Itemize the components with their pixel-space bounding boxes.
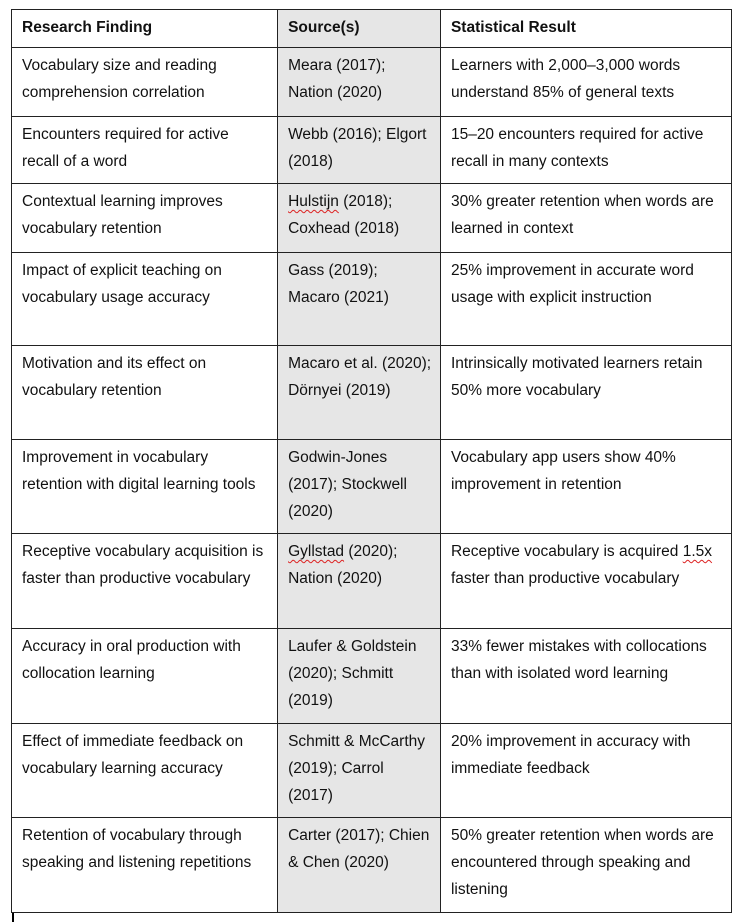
header-statistical-result: Statistical Result	[439, 9, 733, 48]
finding-text: Contextual learning improves vocabulary …	[22, 193, 223, 237]
finding-text: Encounters required for active recall of…	[22, 126, 229, 170]
result-text: Learners with 2,000–3,000 words understa…	[450, 57, 681, 101]
result-cell: Learners with 2,000–3,000 words understa…	[439, 47, 733, 117]
finding-text: Improvement in vocabulary retention with…	[22, 449, 256, 493]
table-row: Effect of immediate feedback on vocabula…	[10, 723, 733, 818]
result-text: Intrinsically motivated learners retain …	[450, 355, 703, 399]
result-text: 33% fewer mistakes with collocations tha…	[450, 638, 707, 682]
result-text: Receptive vocabulary is acquired	[450, 543, 683, 560]
finding-text: Receptive vocabulary acquisition is fast…	[22, 543, 264, 587]
source-text: Meara (2017); Nation (2020)	[288, 57, 386, 101]
source-text: Carter (2017); Chien & Chen (2020)	[288, 827, 430, 871]
finding-text: Motivation and its effect on vocabulary …	[22, 355, 207, 399]
finding-cell: Improvement in vocabulary retention with…	[10, 439, 279, 534]
spellcheck-flagged-word: Hulstijn	[288, 193, 339, 210]
result-cell: 20% improvement in accuracy with immedia…	[439, 723, 733, 818]
result-cell: 33% fewer mistakes with collocations tha…	[439, 628, 733, 724]
table-row: Encounters required for active recall of…	[10, 116, 733, 184]
table-row: Retention of vocabulary through speaking…	[10, 817, 733, 913]
source-cell: Godwin-Jones (2017); Stockwell (2020)	[277, 439, 441, 534]
header-sources: Source(s)	[277, 9, 441, 48]
finding-text: Vocabulary size and reading comprehensio…	[22, 57, 217, 101]
source-text: (2020); Nation (2020)	[288, 543, 398, 587]
result-text: 30% greater retention when words are lea…	[450, 193, 714, 237]
spellcheck-flagged-word: 1.5x	[682, 543, 713, 560]
result-cell: Vocabulary app users show 40% improvemen…	[439, 439, 733, 534]
finding-cell: Accuracy in oral production with colloca…	[10, 628, 279, 724]
header-research-finding: Research Finding	[10, 9, 279, 48]
source-cell: Gass (2019); Macaro (2021)	[277, 252, 441, 346]
source-cell: Schmitt & McCarthy (2019); Carrol (2017)	[277, 723, 441, 818]
result-text: 50% greater retention when words are enc…	[450, 827, 714, 898]
text-cursor	[12, 913, 14, 922]
header-row: Research Finding Source(s) Statistical R…	[10, 9, 733, 48]
result-text: 15–20 encounters required for active rec…	[450, 126, 704, 170]
source-cell: Laufer & Goldstein (2020); Schmitt (2019…	[277, 628, 441, 724]
finding-cell: Motivation and its effect on vocabulary …	[10, 345, 279, 440]
source-text: Macaro et al. (2020); Dörnyei (2019)	[288, 355, 432, 399]
source-text: (2018); Coxhead (2018)	[288, 193, 400, 237]
source-cell: Webb (2016); Elgort (2018)	[277, 116, 441, 184]
table-row: Vocabulary size and reading comprehensio…	[10, 47, 733, 117]
finding-cell: Effect of immediate feedback on vocabula…	[10, 723, 279, 818]
finding-cell: Retention of vocabulary through speaking…	[10, 817, 279, 913]
source-cell: Macaro et al. (2020); Dörnyei (2019)	[277, 345, 441, 440]
finding-text: Effect of immediate feedback on vocabula…	[22, 733, 244, 777]
result-text: 25% improvement in accurate word usage w…	[450, 262, 694, 306]
table-row: Motivation and its effect on vocabulary …	[10, 345, 733, 440]
result-text: Vocabulary app users show 40% improvemen…	[450, 449, 676, 493]
table-row: Receptive vocabulary acquisition is fast…	[10, 533, 733, 629]
result-cell: Receptive vocabulary is acquired 1.5x fa…	[439, 533, 733, 629]
source-cell: Gyllstad (2020); Nation (2020)	[277, 533, 441, 629]
table-row: Impact of explicit teaching on vocabular…	[10, 252, 733, 346]
finding-cell: Contextual learning improves vocabulary …	[10, 183, 279, 253]
source-text: Webb (2016); Elgort (2018)	[288, 126, 427, 170]
finding-cell: Encounters required for active recall of…	[10, 116, 279, 184]
result-cell: 30% greater retention when words are lea…	[439, 183, 733, 253]
table-row: Accuracy in oral production with colloca…	[10, 628, 733, 724]
result-cell: 25% improvement in accurate word usage w…	[439, 252, 733, 346]
research-table: Research Finding Source(s) Statistical R…	[10, 9, 733, 913]
source-text: Gass (2019); Macaro (2021)	[288, 262, 389, 306]
result-text: faster than productive vocabulary	[450, 570, 680, 587]
result-cell: 50% greater retention when words are enc…	[439, 817, 733, 913]
result-text: 20% improvement in accuracy with immedia…	[450, 733, 691, 777]
result-cell: Intrinsically motivated learners retain …	[439, 345, 733, 440]
table-row: Improvement in vocabulary retention with…	[10, 439, 733, 534]
source-cell: Hulstijn (2018); Coxhead (2018)	[277, 183, 441, 253]
source-cell: Carter (2017); Chien & Chen (2020)	[277, 817, 441, 913]
finding-cell: Receptive vocabulary acquisition is fast…	[10, 533, 279, 629]
finding-text: Retention of vocabulary through speaking…	[22, 827, 252, 871]
finding-text: Accuracy in oral production with colloca…	[22, 638, 241, 682]
spellcheck-flagged-word: Gyllstad	[288, 543, 345, 560]
finding-text: Impact of explicit teaching on vocabular…	[22, 262, 222, 306]
finding-cell: Vocabulary size and reading comprehensio…	[10, 47, 279, 117]
table-row: Contextual learning improves vocabulary …	[10, 183, 733, 253]
finding-cell: Impact of explicit teaching on vocabular…	[10, 252, 279, 346]
source-text: Godwin-Jones (2017); Stockwell (2020)	[288, 449, 407, 520]
source-text: Laufer & Goldstein (2020); Schmitt (2019…	[288, 638, 417, 709]
source-cell: Meara (2017); Nation (2020)	[277, 47, 441, 117]
source-text: Schmitt & McCarthy (2019); Carrol (2017)	[288, 733, 426, 804]
result-cell: 15–20 encounters required for active rec…	[439, 116, 733, 184]
